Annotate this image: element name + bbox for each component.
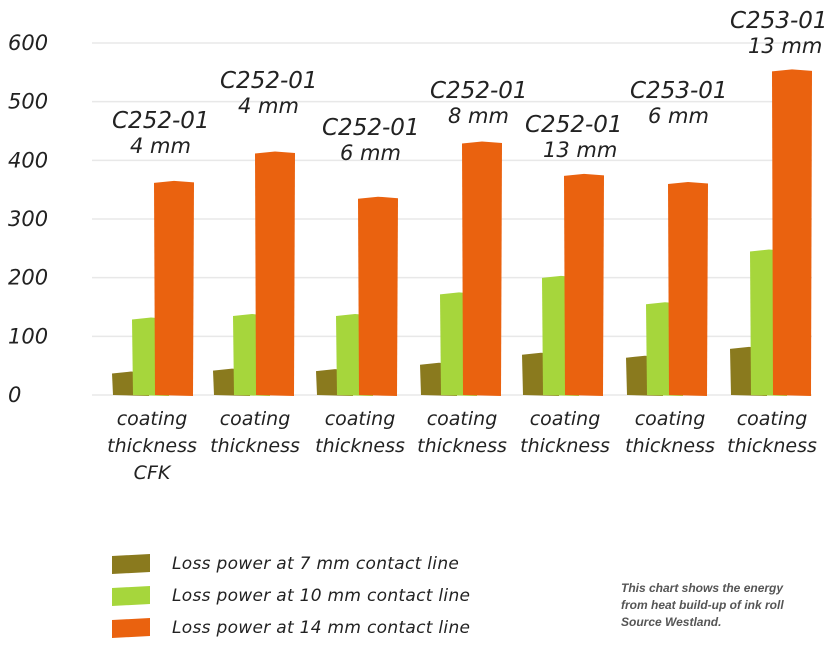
legend-label-10mm: Loss power at 10 mm contact line xyxy=(172,586,471,606)
y-tick-label: 300 xyxy=(8,207,48,231)
group-label-size: 4 mm xyxy=(238,94,299,118)
group-label-code: C252-01 xyxy=(525,112,623,138)
x-tick-label: thickness xyxy=(520,435,610,457)
x-tick-label: thickness xyxy=(417,435,507,457)
group-label-code: C253-01 xyxy=(730,8,825,34)
note-line: Source Westland. xyxy=(621,615,722,629)
chart-note: This chart shows the energy from heat bu… xyxy=(621,580,825,631)
group-label-size: 6 mm xyxy=(340,141,401,165)
note-line: from heat build-up of ink roll xyxy=(621,598,784,612)
y-tick-label: 500 xyxy=(8,90,48,114)
x-tick-label: coating xyxy=(530,408,601,430)
x-tick-label: thickness xyxy=(625,435,715,457)
group-label-size: 6 mm xyxy=(648,104,709,128)
group-label-code: C252-01 xyxy=(430,78,528,104)
x-tick-label: coating xyxy=(325,408,396,430)
group-label-size: 8 mm xyxy=(448,104,509,128)
legend: Loss power at 7 mm contact line Loss pow… xyxy=(112,548,470,644)
x-tick-label: coating xyxy=(635,408,706,430)
y-tick-label: 600 xyxy=(8,31,48,55)
legend-item: Loss power at 14 mm contact line xyxy=(112,612,470,644)
y-tick-label: 100 xyxy=(8,324,48,348)
x-tick-label: thickness xyxy=(210,435,300,457)
gridlines xyxy=(92,42,812,396)
x-tick-label: thickness xyxy=(727,435,817,457)
group-label-code: C252-01 xyxy=(112,108,210,134)
legend-item: Loss power at 7 mm contact line xyxy=(112,548,470,580)
legend-swatch-14mm xyxy=(112,618,150,638)
bar-14mm xyxy=(154,180,194,396)
bar-14mm xyxy=(564,173,604,396)
y-tick-label: 0 xyxy=(8,383,21,407)
group-label-size: 13 mm xyxy=(748,34,822,58)
legend-swatch-10mm xyxy=(112,586,150,606)
group-label-size: 13 mm xyxy=(543,138,617,162)
bars xyxy=(112,69,812,396)
legend-label-7mm: Loss power at 7 mm contact line xyxy=(172,554,460,574)
note-line: This chart shows the energy xyxy=(621,581,784,595)
legend-item: Loss power at 10 mm contact line xyxy=(112,580,470,612)
y-tick-label: 200 xyxy=(8,266,48,290)
bar-14mm xyxy=(668,182,708,396)
group-label-size: 4 mm xyxy=(130,134,191,158)
x-tick-label: coating xyxy=(427,408,498,430)
y-axis-ticks: 0 100 200 300 400 500 600 xyxy=(8,31,48,407)
bar-14mm xyxy=(462,141,502,396)
legend-swatch-7mm xyxy=(112,554,150,574)
x-tick-label: coating xyxy=(220,408,291,430)
group-label-code: C252-01 xyxy=(322,115,420,141)
x-tick-label: thickness xyxy=(107,435,197,457)
legend-label-14mm: Loss power at 14 mm contact line xyxy=(172,618,471,638)
x-tick-label: coating xyxy=(117,408,188,430)
bar-14mm xyxy=(358,196,398,396)
bar-14mm xyxy=(255,151,295,396)
x-tick-label: CFK xyxy=(134,462,172,484)
x-axis-labels: coating thickness CFK coating thickness coati… xyxy=(107,408,817,484)
x-tick-label: thickness xyxy=(315,435,405,457)
bar-14mm xyxy=(772,69,812,396)
group-label-code: C252-01 xyxy=(220,68,318,94)
group-label-code: C253-01 xyxy=(630,78,728,104)
y-tick-label: 400 xyxy=(8,148,48,172)
x-tick-label: coating xyxy=(737,408,808,430)
